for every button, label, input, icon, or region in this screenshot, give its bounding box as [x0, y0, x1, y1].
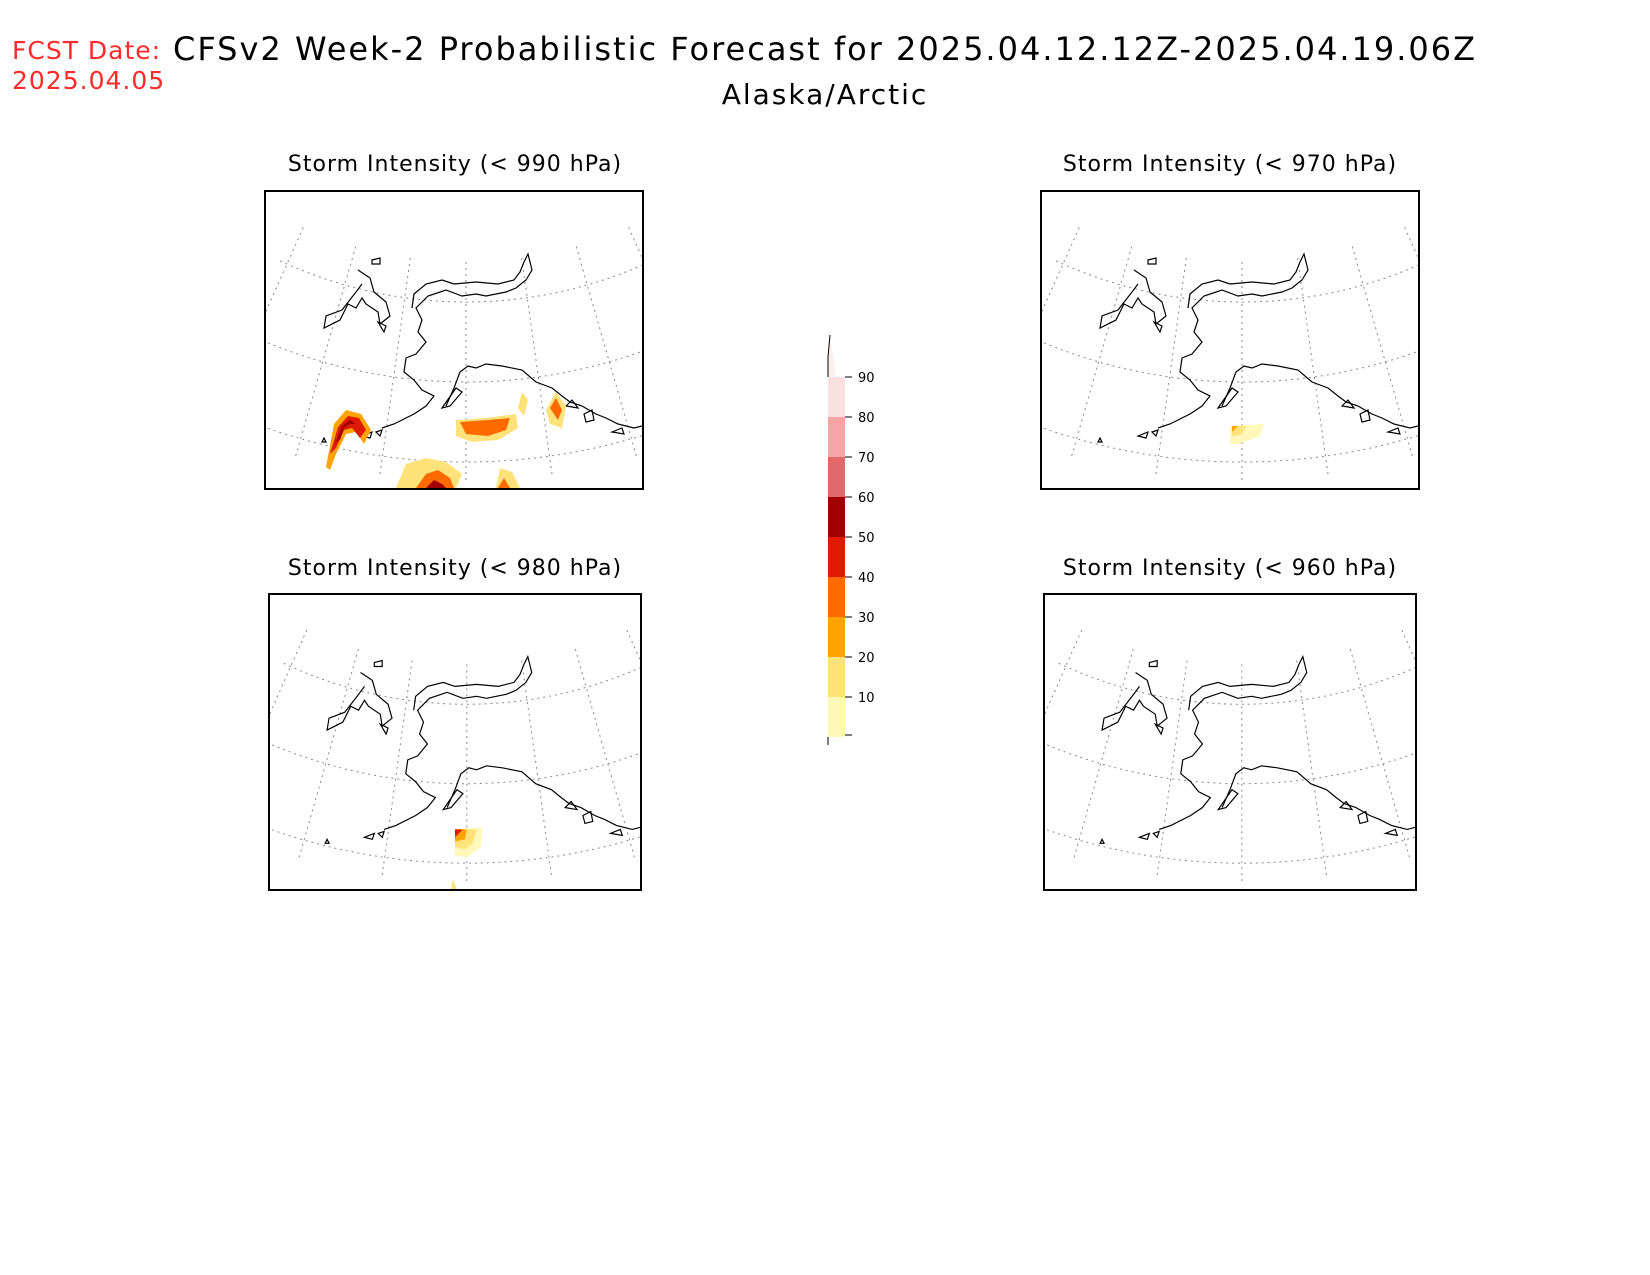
- panel-title-990: Storm Intensity (< 990 hPa): [287, 152, 623, 177]
- coastline: [1099, 654, 1415, 844]
- colorbar-segments: [827, 335, 852, 745]
- panel-title-980: Storm Intensity (< 980 hPa): [287, 556, 623, 581]
- map-svg-960: [1045, 629, 1415, 884]
- map-panel-990: [264, 190, 644, 490]
- map-panel-980: [268, 593, 642, 891]
- panel-title-970: Storm Intensity (< 970 hPa): [1062, 152, 1398, 177]
- colorbar-label-20: 20: [858, 651, 875, 666]
- map-svg-970: [1042, 227, 1418, 482]
- map-panel-970: [1040, 190, 1420, 490]
- probability-contours: [451, 827, 483, 889]
- map-panel-960: [1043, 593, 1417, 891]
- forecast-date-label: FCST Date:: [12, 36, 162, 65]
- region-subtitle: Alaska/Arctic: [721, 78, 929, 111]
- colorbar-label-80: 80: [858, 411, 875, 426]
- page-title: CFSv2 Week-2 Probabilistic Forecast for …: [172, 30, 1478, 68]
- colorbar-label-40: 40: [858, 571, 875, 586]
- lat-lon-grid: [1045, 629, 1415, 884]
- colorbar: [827, 335, 852, 745]
- probability-contours: [1230, 424, 1264, 444]
- coastline: [324, 654, 640, 844]
- probability-contours: [326, 392, 566, 488]
- panel-title-960: Storm Intensity (< 960 hPa): [1062, 556, 1398, 581]
- colorbar-label-10: 10: [858, 691, 875, 706]
- map-svg-990: [266, 227, 642, 488]
- coastline: [1097, 252, 1418, 443]
- colorbar-label-50: 50: [858, 531, 875, 546]
- coastline: [321, 252, 642, 443]
- forecast-date-block: FCST Date: 2025.04.05: [12, 36, 165, 96]
- colorbar-label-90: 90: [858, 371, 875, 386]
- map-svg-980: [270, 629, 640, 889]
- lat-lon-grid: [266, 227, 642, 482]
- colorbar-label-30: 30: [858, 611, 875, 626]
- colorbar-label-60: 60: [858, 491, 875, 506]
- forecast-date-value: 2025.04.05: [12, 66, 166, 95]
- colorbar-label-70: 70: [858, 451, 875, 466]
